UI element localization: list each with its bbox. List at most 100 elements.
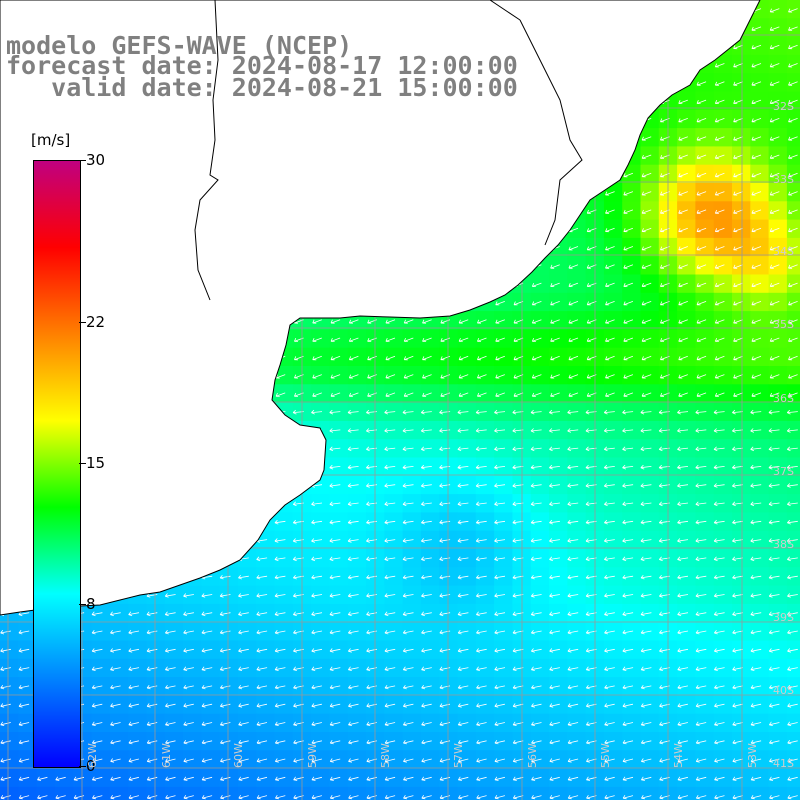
wind-arrow — [567, 703, 579, 708]
wind-arrow — [513, 301, 524, 306]
wind-cell — [256, 750, 276, 770]
wind-arrow — [733, 282, 743, 287]
wind-arrow — [622, 409, 634, 415]
wind-arrow — [732, 464, 743, 470]
wind-arrow — [786, 428, 798, 433]
wind-arrow — [512, 593, 524, 598]
wind-arrow — [677, 538, 689, 543]
wind-arrow — [549, 776, 560, 781]
wind-arrow — [274, 666, 286, 671]
wind-arrow — [622, 794, 634, 800]
wind-arrow — [256, 721, 268, 726]
wind-arrow — [605, 355, 615, 361]
wind-arrow — [567, 464, 579, 470]
wind-arrow — [384, 593, 396, 598]
wind-arrow — [769, 118, 780, 123]
wind-arrow — [622, 611, 634, 617]
wind-arrow — [768, 464, 780, 470]
wind-arrow — [146, 648, 158, 653]
wind-arrow — [495, 337, 505, 342]
wind-arrow — [677, 428, 689, 433]
wind-arrow — [695, 721, 707, 726]
wind-cell — [73, 786, 93, 800]
wind-arrow — [512, 483, 524, 488]
wind-arrow — [695, 428, 707, 433]
wind-arrow — [751, 227, 762, 233]
wind-arrow — [402, 556, 414, 562]
wind-arrow — [788, 8, 798, 13]
wind-arrow — [751, 246, 762, 251]
wind-arrow — [696, 264, 707, 269]
wind-arrow — [788, 44, 798, 50]
wind-arrow — [531, 684, 542, 690]
wind-arrow — [402, 684, 414, 690]
wind-cell — [786, 73, 800, 93]
wind-arrow — [623, 374, 634, 379]
wind-arrow — [403, 758, 414, 763]
wind-arrow — [402, 721, 414, 726]
wind-arrow — [769, 337, 780, 342]
wind-arrow — [788, 337, 798, 342]
wind-arrow — [183, 648, 194, 653]
wind-arrow — [567, 556, 579, 562]
wind-arrow — [787, 794, 798, 800]
wind-arrow — [530, 538, 542, 543]
wind-arrow — [512, 794, 524, 800]
wind-arrow — [605, 374, 615, 379]
wind-arrow — [695, 758, 707, 763]
wind-arrow — [604, 703, 615, 708]
wind-arrow — [677, 611, 689, 617]
wind-arrow — [311, 611, 323, 617]
wind-arrow — [330, 374, 341, 379]
wind-arrow — [494, 519, 506, 525]
wind-arrow — [787, 666, 798, 671]
wind-arrow — [550, 319, 560, 324]
wind-arrow — [733, 191, 743, 196]
colorbar-tick-label: 22 — [86, 312, 106, 331]
wind-arrow — [18, 684, 30, 690]
wind-arrow — [238, 703, 249, 708]
wind-arrow — [495, 392, 505, 397]
wind-cell — [201, 786, 221, 800]
wind-arrow — [567, 721, 579, 726]
wind-cell — [183, 786, 202, 800]
wind-arrow — [788, 118, 798, 123]
wind-arrow — [512, 556, 524, 562]
wind-arrow — [402, 428, 414, 433]
wind-cell — [768, 750, 788, 770]
wind-arrow — [384, 464, 396, 470]
wind-arrow — [91, 739, 103, 745]
wind-cell — [603, 750, 623, 770]
wind-arrow — [788, 99, 798, 104]
wind-arrow — [531, 794, 542, 800]
wind-cell — [530, 750, 550, 770]
wind-arrow — [750, 409, 762, 415]
wind-arrow — [347, 574, 359, 580]
wind-arrow — [530, 446, 542, 452]
wind-arrow — [201, 776, 213, 781]
wind-arrow — [623, 301, 634, 306]
wind-arrow — [750, 739, 762, 745]
wind-cell — [494, 750, 513, 770]
wind-arrow — [311, 538, 323, 543]
wind-arrow — [787, 574, 798, 580]
wind-cell — [219, 786, 239, 800]
wind-arrow — [550, 301, 560, 306]
wind-cell — [439, 786, 459, 800]
wind-arrow — [641, 374, 652, 379]
wind-arrow — [695, 501, 707, 507]
wind-arrow — [714, 721, 725, 726]
wind-arrow — [219, 721, 231, 726]
wind-arrow — [604, 758, 615, 763]
wind-arrow — [695, 593, 707, 598]
wind-arrow — [769, 63, 780, 68]
wind-arrow — [696, 301, 707, 306]
wind-cell — [219, 768, 239, 788]
wind-arrow — [494, 501, 506, 507]
wind-arrow — [732, 519, 743, 525]
wind-arrow — [312, 374, 322, 379]
wind-cell — [311, 750, 330, 770]
wind-arrow — [348, 794, 359, 800]
wind-arrow — [788, 172, 798, 178]
wind-arrow — [384, 519, 396, 525]
